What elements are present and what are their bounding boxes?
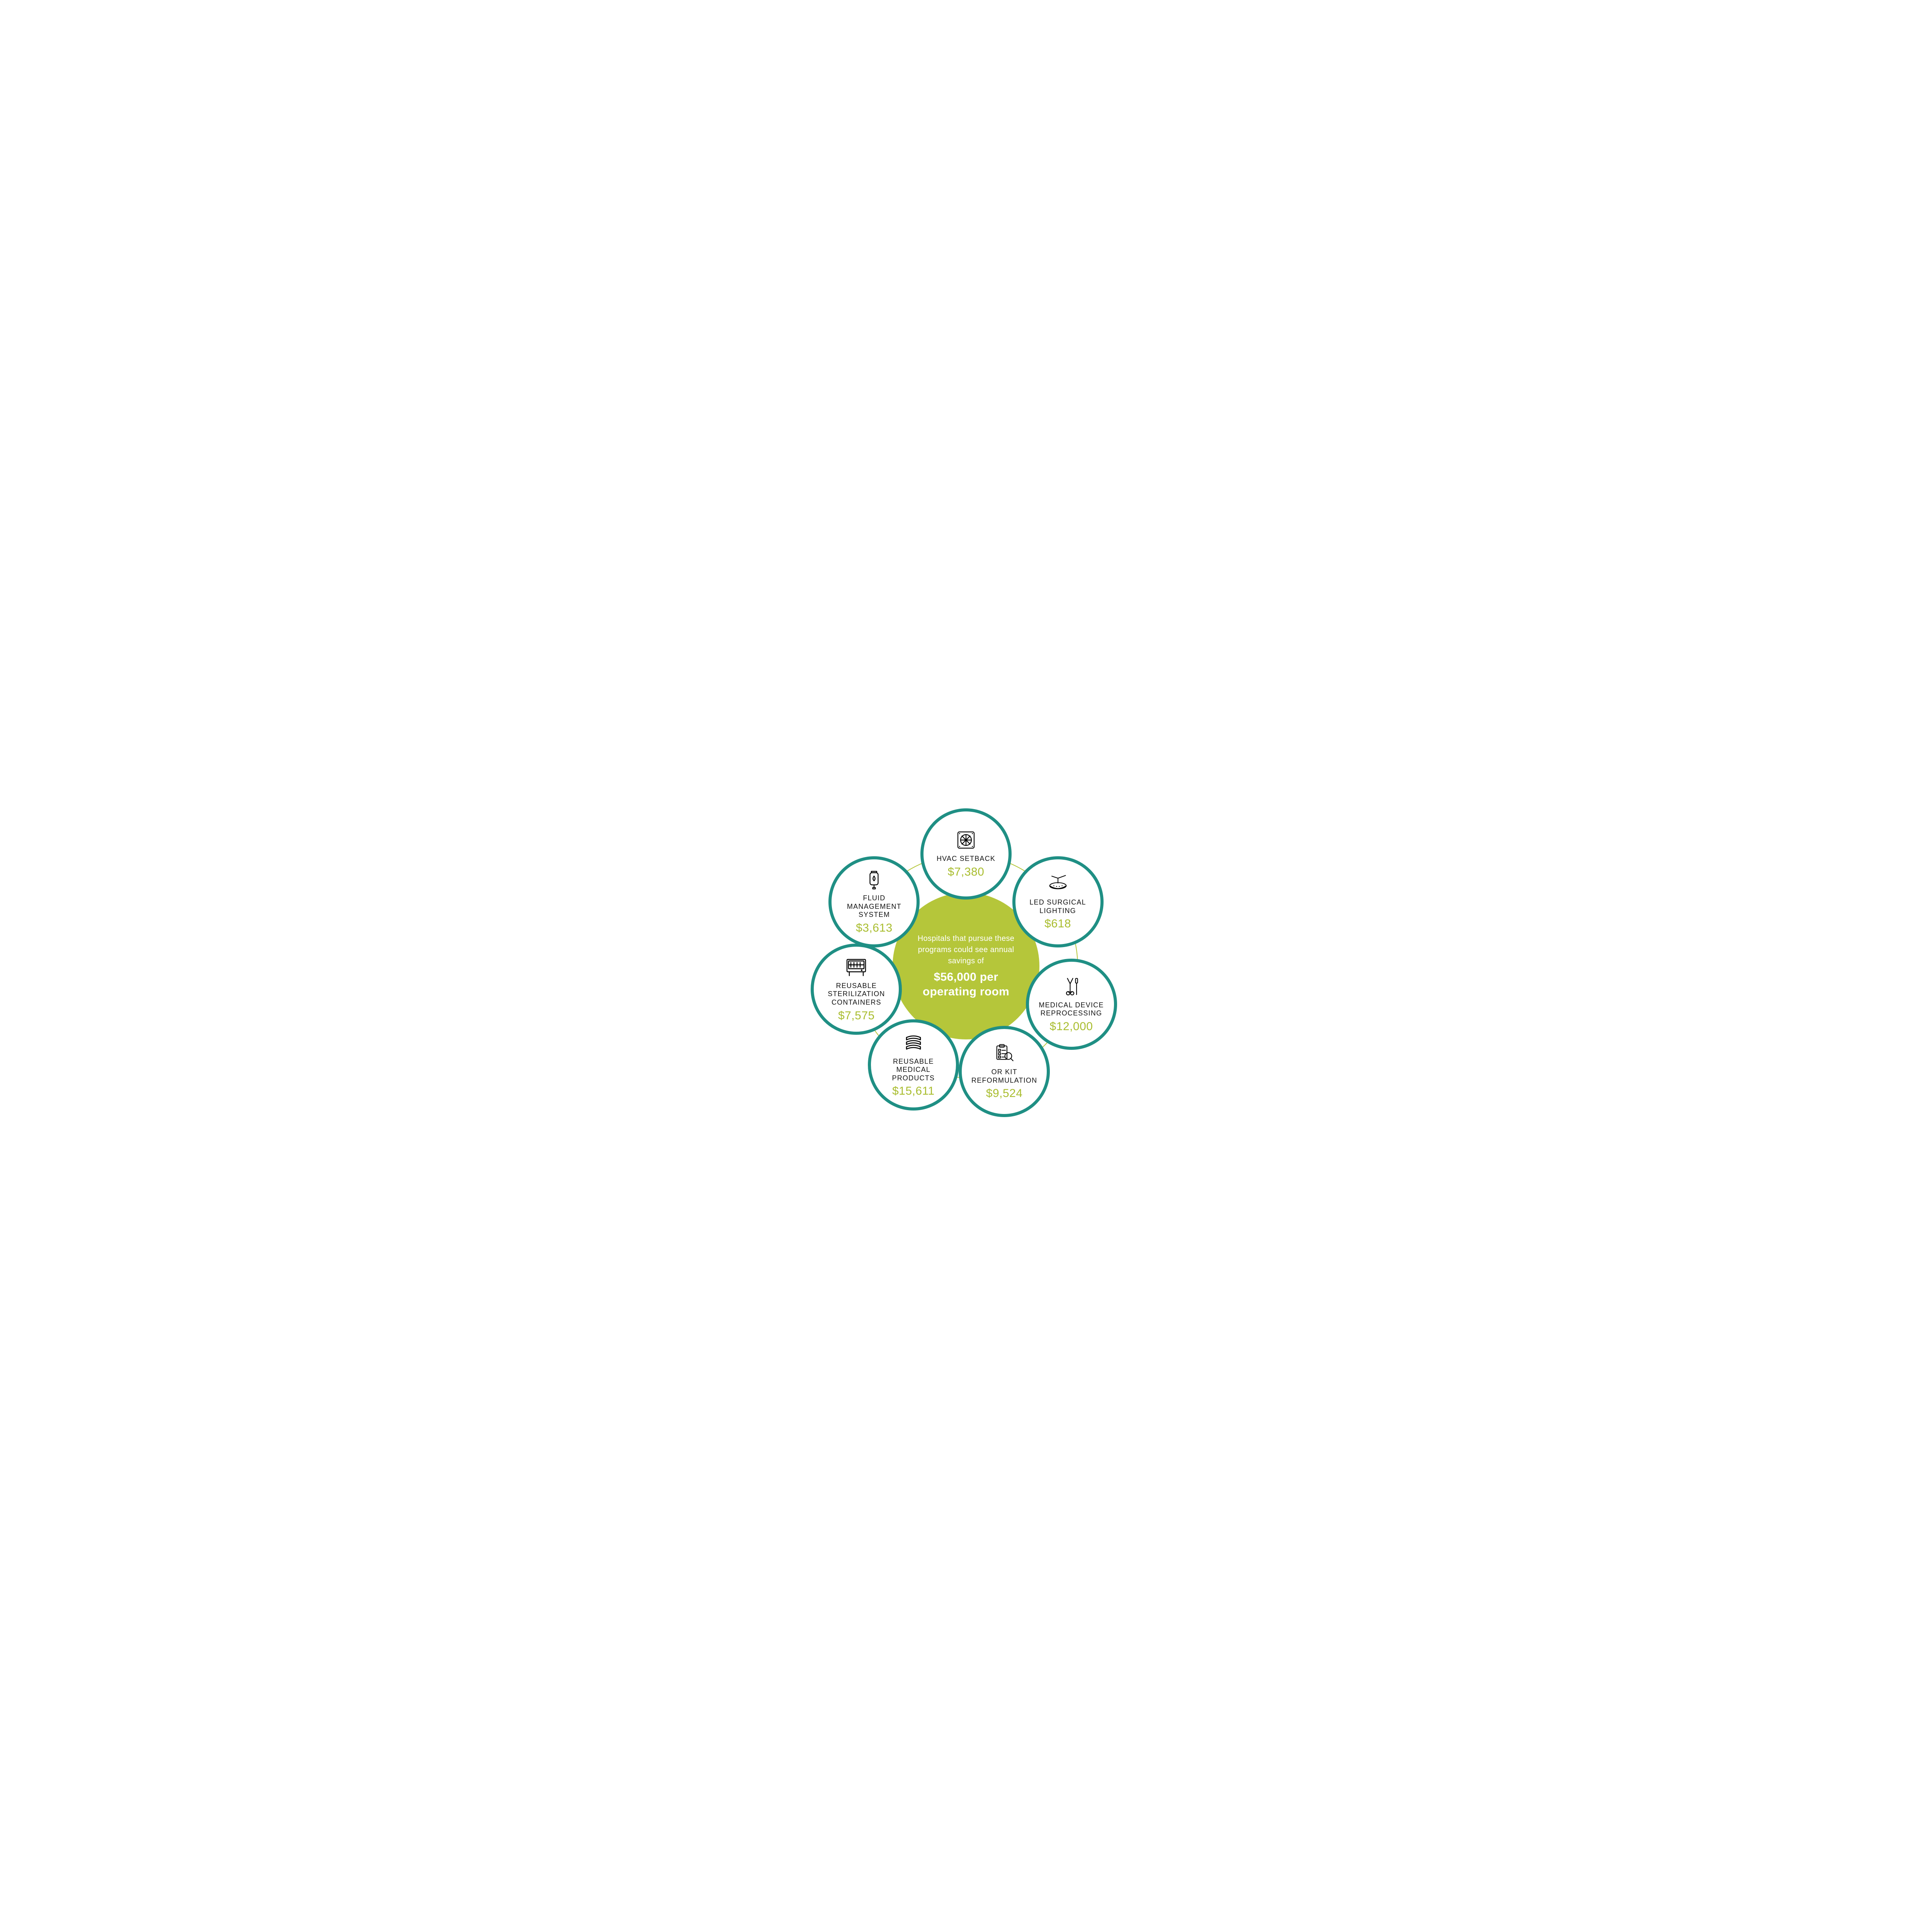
center-highlight-text: $56,000 per operating room bbox=[908, 970, 1024, 999]
node-reusemed-value: $15,611 bbox=[892, 1085, 935, 1098]
node-sterilize-label: REUSABLE STERILIZATION CONTAINERS bbox=[822, 982, 890, 1007]
infographic-stage: Hospitals that pursue these programs cou… bbox=[719, 781, 1213, 1151]
node-hvac-value: $7,380 bbox=[948, 866, 985, 879]
node-orkit: OR KIT REFORMULATION $9,524 bbox=[959, 1026, 1050, 1117]
surgical-light-icon bbox=[1046, 873, 1070, 895]
node-reprocess-value: $12,000 bbox=[1050, 1020, 1093, 1033]
node-orkit-value: $9,524 bbox=[986, 1087, 1023, 1100]
stacked-linens-icon bbox=[901, 1032, 926, 1054]
checklist-magnifier-icon bbox=[992, 1043, 1017, 1064]
node-reprocess-label: MEDICAL DEVICE REPROCESSING bbox=[1037, 1001, 1105, 1018]
node-sterilize: REUSABLE STERILIZATION CONTAINERS $7,575 bbox=[811, 944, 902, 1035]
center-lead-text: Hospitals that pursue these programs cou… bbox=[908, 933, 1024, 967]
node-reprocess: MEDICAL DEVICE REPROCESSING $12,000 bbox=[1026, 959, 1117, 1050]
node-sterilize-value: $7,575 bbox=[838, 1009, 875, 1022]
node-fluid-label: FLUID MANAGEMENT SYSTEM bbox=[840, 894, 908, 919]
node-led: LED SURGICAL LIGHTING $618 bbox=[1012, 856, 1104, 947]
iv-bag-icon bbox=[862, 869, 886, 890]
node-reusemed: REUSABLE MEDICAL PRODUCTS $15,611 bbox=[868, 1019, 959, 1111]
fan-unit-icon bbox=[954, 829, 978, 851]
node-reusemed-label: REUSABLE MEDICAL PRODUCTS bbox=[879, 1058, 947, 1083]
node-fluid: FLUID MANAGEMENT SYSTEM $3,613 bbox=[828, 856, 920, 947]
instruments-icon bbox=[1059, 976, 1084, 997]
node-hvac-label: HVAC SETBACK bbox=[937, 855, 995, 863]
node-led-value: $618 bbox=[1044, 917, 1071, 930]
node-hvac: HVAC SETBACK $7,380 bbox=[920, 808, 1012, 900]
node-orkit-label: OR KIT REFORMULATION bbox=[970, 1068, 1038, 1085]
node-led-label: LED SURGICAL LIGHTING bbox=[1024, 898, 1092, 915]
sterilizer-unit-icon bbox=[844, 956, 869, 978]
node-fluid-value: $3,613 bbox=[856, 922, 893, 935]
